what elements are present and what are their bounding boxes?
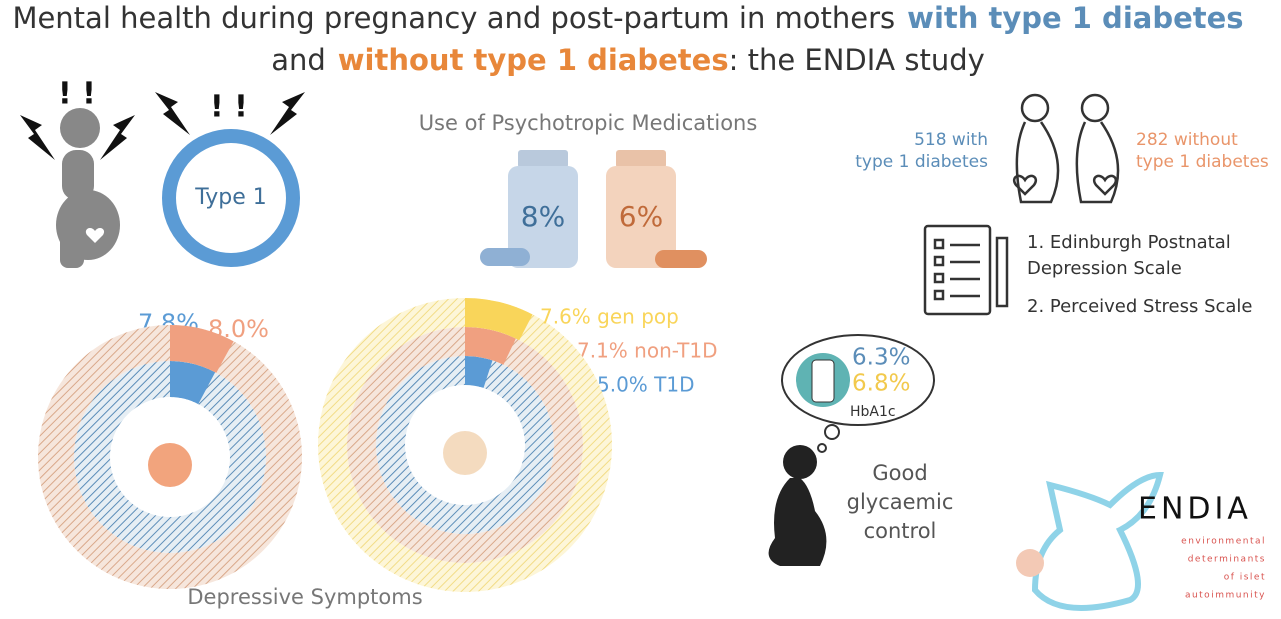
glycaemic-text: Good (872, 461, 927, 485)
title-part: with type 1 diabetes (907, 1, 1243, 35)
cohort-text: type 1 diabetes (1136, 152, 1269, 172)
ring-segment (465, 298, 533, 341)
svg-text:! !: ! ! (210, 90, 248, 125)
hba1c-label: HbA1c (850, 404, 896, 420)
medication-value: 8% (521, 200, 565, 233)
endia-name: ENDIA (1138, 492, 1252, 527)
endia-logo (1016, 471, 1164, 611)
pill-bottle (606, 150, 707, 268)
section-title: Depressive Symptoms (187, 585, 422, 609)
glycaemic-text: control (864, 519, 937, 543)
hba1c-value: 6.8% (852, 371, 910, 397)
glycaemic-text: glycaemic (847, 490, 954, 514)
title: and without type 1 diabetes: the ENDIA st… (271, 43, 985, 77)
ring-label: 5.0% T1D (597, 373, 695, 397)
type1-ring (162, 129, 300, 267)
ring-background (375, 356, 554, 534)
svg-text:! !: ! ! (58, 77, 96, 112)
cohort-text: type 1 diabetes (855, 152, 988, 172)
cohort-text: 518 with (914, 130, 988, 150)
endia-line: determinants (1188, 555, 1266, 565)
scale-text: 2. Perceived Stress Scale (1027, 296, 1253, 317)
ring-background (73, 361, 266, 554)
ring-label: 8.0% (208, 315, 269, 343)
ring-segment (170, 325, 234, 373)
mother-icon (443, 431, 487, 475)
cohort-text: 282 without (1136, 130, 1238, 150)
scale-text: 1. Edinburgh Postnatal (1027, 232, 1231, 253)
title-part: and (271, 43, 326, 77)
title-part: Mental health during pregnancy and post-… (12, 1, 895, 35)
ring-segment (465, 356, 493, 388)
pregnant-icon (56, 108, 120, 268)
title: Mental health during pregnancy and post-… (12, 1, 1243, 35)
mothers-icon (1012, 93, 1120, 204)
ring-label: 7.6% gen pop (540, 305, 679, 329)
stress-icons: ! ! ! ! (20, 77, 305, 160)
endia-line: of islet (1224, 573, 1266, 583)
pregnant-silhouette (768, 445, 827, 566)
endia-line: environmental (1181, 537, 1266, 547)
ring-label: 7.1% non-T1D (577, 339, 717, 363)
endia-line: autoimmunity (1185, 591, 1266, 601)
ring-segment (170, 361, 216, 405)
section-title: Use of Psychotropic Medications (419, 111, 758, 135)
pill-bottle (480, 150, 578, 268)
checklist-icon (923, 224, 1009, 316)
ring-segment (465, 327, 516, 365)
scale-text: Depression Scale (1027, 258, 1182, 279)
type1-label: Type 1 (194, 185, 267, 210)
title-part: without type 1 diabetes (338, 43, 729, 77)
meter-icon (811, 359, 835, 403)
medication-value: 6% (619, 200, 663, 233)
hba1c-value: 6.3% (852, 345, 910, 371)
title-part: : the ENDIA study (729, 43, 985, 77)
mother-icon (148, 443, 192, 487)
